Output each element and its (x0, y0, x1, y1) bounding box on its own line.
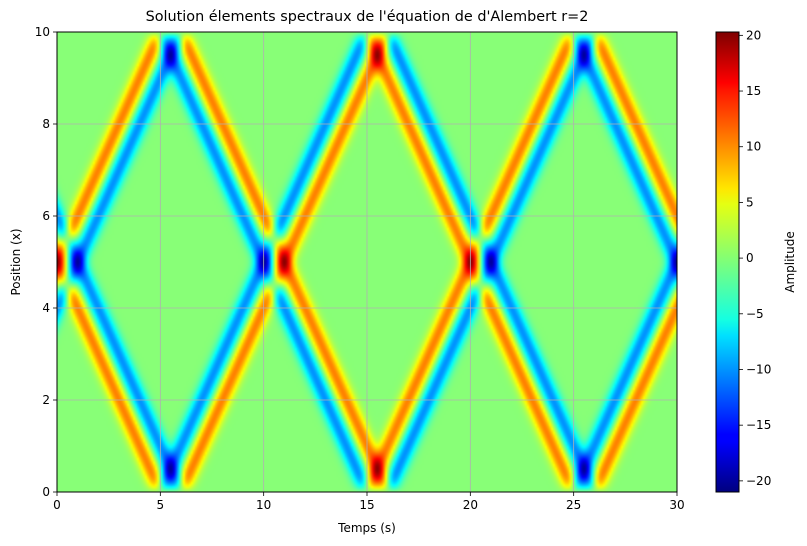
colorbar-tick-label: −10 (746, 362, 771, 376)
y-tick-label: 2 (42, 393, 50, 407)
x-tick-label: 10 (256, 498, 271, 512)
colorbar-tick-label: 20 (746, 28, 761, 42)
y-tick-label: 10 (35, 25, 50, 39)
x-axis-label: Temps (s) (337, 521, 396, 535)
x-tick-label: 0 (53, 498, 61, 512)
colorbar-tick-label: −15 (746, 418, 771, 432)
x-tick-label: 30 (669, 498, 684, 512)
plot-area (56, 31, 678, 493)
colorbar-tick-label: −5 (746, 307, 764, 321)
colorbar-tick-label: 10 (746, 140, 761, 154)
x-tick-label: 15 (359, 498, 374, 512)
x-tick-label: 5 (157, 498, 165, 512)
y-axis: 0 2 4 6 8 10 (35, 25, 57, 499)
colorbar-ticks: 20 15 10 5 0 −5 −10 −15 −20 (739, 28, 771, 488)
colorbar-tick-label: −20 (746, 474, 771, 488)
colorbar-tick-label: 0 (746, 251, 754, 265)
colorbar-tick-label: 15 (746, 84, 761, 98)
chart-title: Solution élements spectraux de l'équatio… (146, 9, 589, 25)
y-axis-label: Position (x) (9, 228, 23, 295)
y-tick-label: 4 (42, 301, 50, 315)
colorbar: 20 15 10 5 0 −5 −10 −15 −20 Amplitude (715, 28, 797, 493)
x-tick-label: 20 (463, 498, 478, 512)
colorbar-gradient (715, 31, 740, 493)
y-tick-label: 8 (42, 117, 50, 131)
colorbar-tick-label: 5 (746, 195, 754, 209)
y-tick-label: 0 (42, 485, 50, 499)
x-tick-label: 25 (566, 498, 581, 512)
x-axis: 0 5 10 15 20 25 30 (53, 492, 685, 512)
y-tick-label: 6 (42, 209, 50, 223)
colorbar-label: Amplitude (783, 231, 797, 293)
